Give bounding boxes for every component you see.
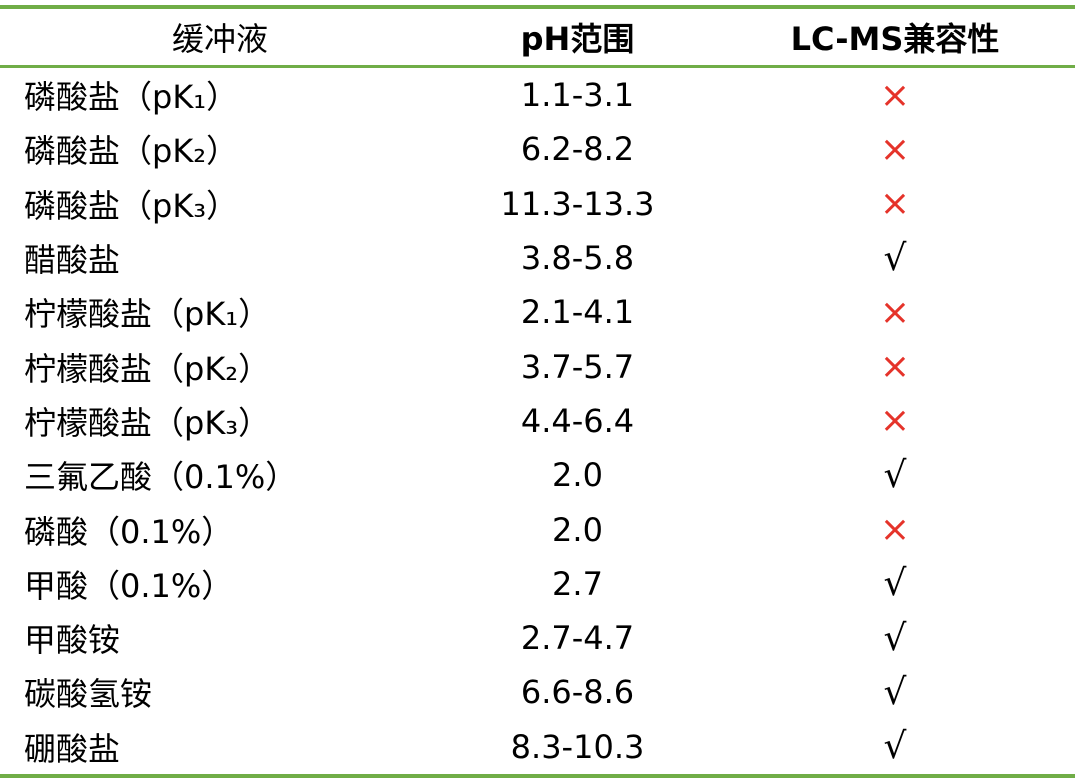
- buffer-name: 磷酸盐（pK₁）: [24, 78, 239, 117]
- ph-range: 2.1-4.1: [520, 293, 635, 332]
- buffer-name: 磷酸盐（pK₃）: [24, 186, 239, 225]
- compatibility: √: [883, 617, 907, 659]
- ph-range: 2.7: [552, 564, 603, 603]
- ph-range: 6.2-8.2: [520, 130, 635, 169]
- table-row: 柠檬酸盐（pK₃） 4.4-6.4 ×: [0, 394, 1075, 448]
- compatibility: ×: [879, 128, 911, 170]
- compatibility: ×: [879, 183, 911, 225]
- buffer-name: 三氟乙酸（0.1%）: [24, 458, 298, 497]
- table-row: 柠檬酸盐（pK₂） 3.7-5.7 ×: [0, 339, 1075, 393]
- table-row: 磷酸（0.1%） 2.0 ×: [0, 502, 1075, 556]
- ph-range: 4.4-6.4: [520, 401, 635, 440]
- ph-range: 1.1-3.1: [520, 76, 635, 115]
- header-cell: pH范围: [520, 20, 635, 58]
- header-cell: 缓冲液: [171, 20, 268, 58]
- compatibility: ×: [879, 291, 911, 333]
- buffer-name: 柠檬酸盐（pK₁）: [24, 295, 271, 334]
- buffer-name: 磷酸盐（pK₂）: [24, 132, 239, 171]
- compatibility: ×: [879, 74, 911, 116]
- buffer-name: 甲酸铵: [24, 621, 121, 660]
- header-cell: LC-MS兼容性: [790, 20, 1000, 58]
- buffer-name: 甲酸（0.1%）: [24, 566, 234, 605]
- ph-range: 2.7-4.7: [520, 619, 635, 658]
- table-row: 三氟乙酸（0.1%） 2.0 √: [0, 448, 1075, 502]
- compatibility: √: [883, 726, 907, 768]
- header-row: 缓冲液 pH范围 LC-MS兼容性: [0, 7, 1075, 67]
- table-row: 甲酸铵 2.7-4.7 √: [0, 611, 1075, 665]
- compatibility: √: [883, 563, 907, 605]
- compatibility: √: [883, 671, 907, 713]
- buffer-name: 柠檬酸盐（pK₂）: [24, 349, 271, 388]
- table-row: 磷酸盐（pK₁） 1.1-3.1 ×: [0, 67, 1075, 123]
- buffer-table: 缓冲液 pH范围 LC-MS兼容性 磷酸盐（pK₁） 1.1-3.1 × 磷酸盐（pK…: [0, 5, 1075, 778]
- table-row: 硼酸盐 8.3-10.3 √: [0, 720, 1075, 776]
- compatibility: √: [883, 454, 907, 496]
- ph-range: 11.3-13.3: [500, 184, 655, 223]
- compatibility: ×: [879, 400, 911, 442]
- buffer-name: 柠檬酸盐（pK₃）: [24, 403, 271, 442]
- table-row: 磷酸盐（pK₂） 6.2-8.2 ×: [0, 122, 1075, 176]
- ph-range: 3.7-5.7: [520, 347, 635, 386]
- table-row: 碳酸氢铵 6.6-8.6 √: [0, 665, 1075, 719]
- buffer-name: 硼酸盐: [24, 729, 121, 768]
- ph-range: 6.6-8.6: [520, 673, 635, 712]
- buffer-name: 碳酸氢铵: [24, 675, 153, 714]
- ph-range: 2.0: [552, 510, 603, 549]
- table-row: 柠檬酸盐（pK₁） 2.1-4.1 ×: [0, 285, 1075, 339]
- buffer-name: 磷酸（0.1%）: [24, 512, 234, 551]
- compatibility: ×: [879, 346, 911, 388]
- ph-range: 3.8-5.8: [520, 239, 635, 278]
- compatibility: ×: [879, 509, 911, 551]
- table-row: 磷酸盐（pK₃） 11.3-13.3 ×: [0, 177, 1075, 231]
- table-row: 甲酸（0.1%） 2.7 √: [0, 557, 1075, 611]
- buffer-name: 醋酸盐: [24, 241, 121, 280]
- ph-range: 8.3-10.3: [510, 727, 645, 766]
- ph-range: 2.0: [552, 456, 603, 495]
- compatibility: √: [883, 237, 907, 279]
- table-row: 醋酸盐 3.8-5.8 √: [0, 231, 1075, 285]
